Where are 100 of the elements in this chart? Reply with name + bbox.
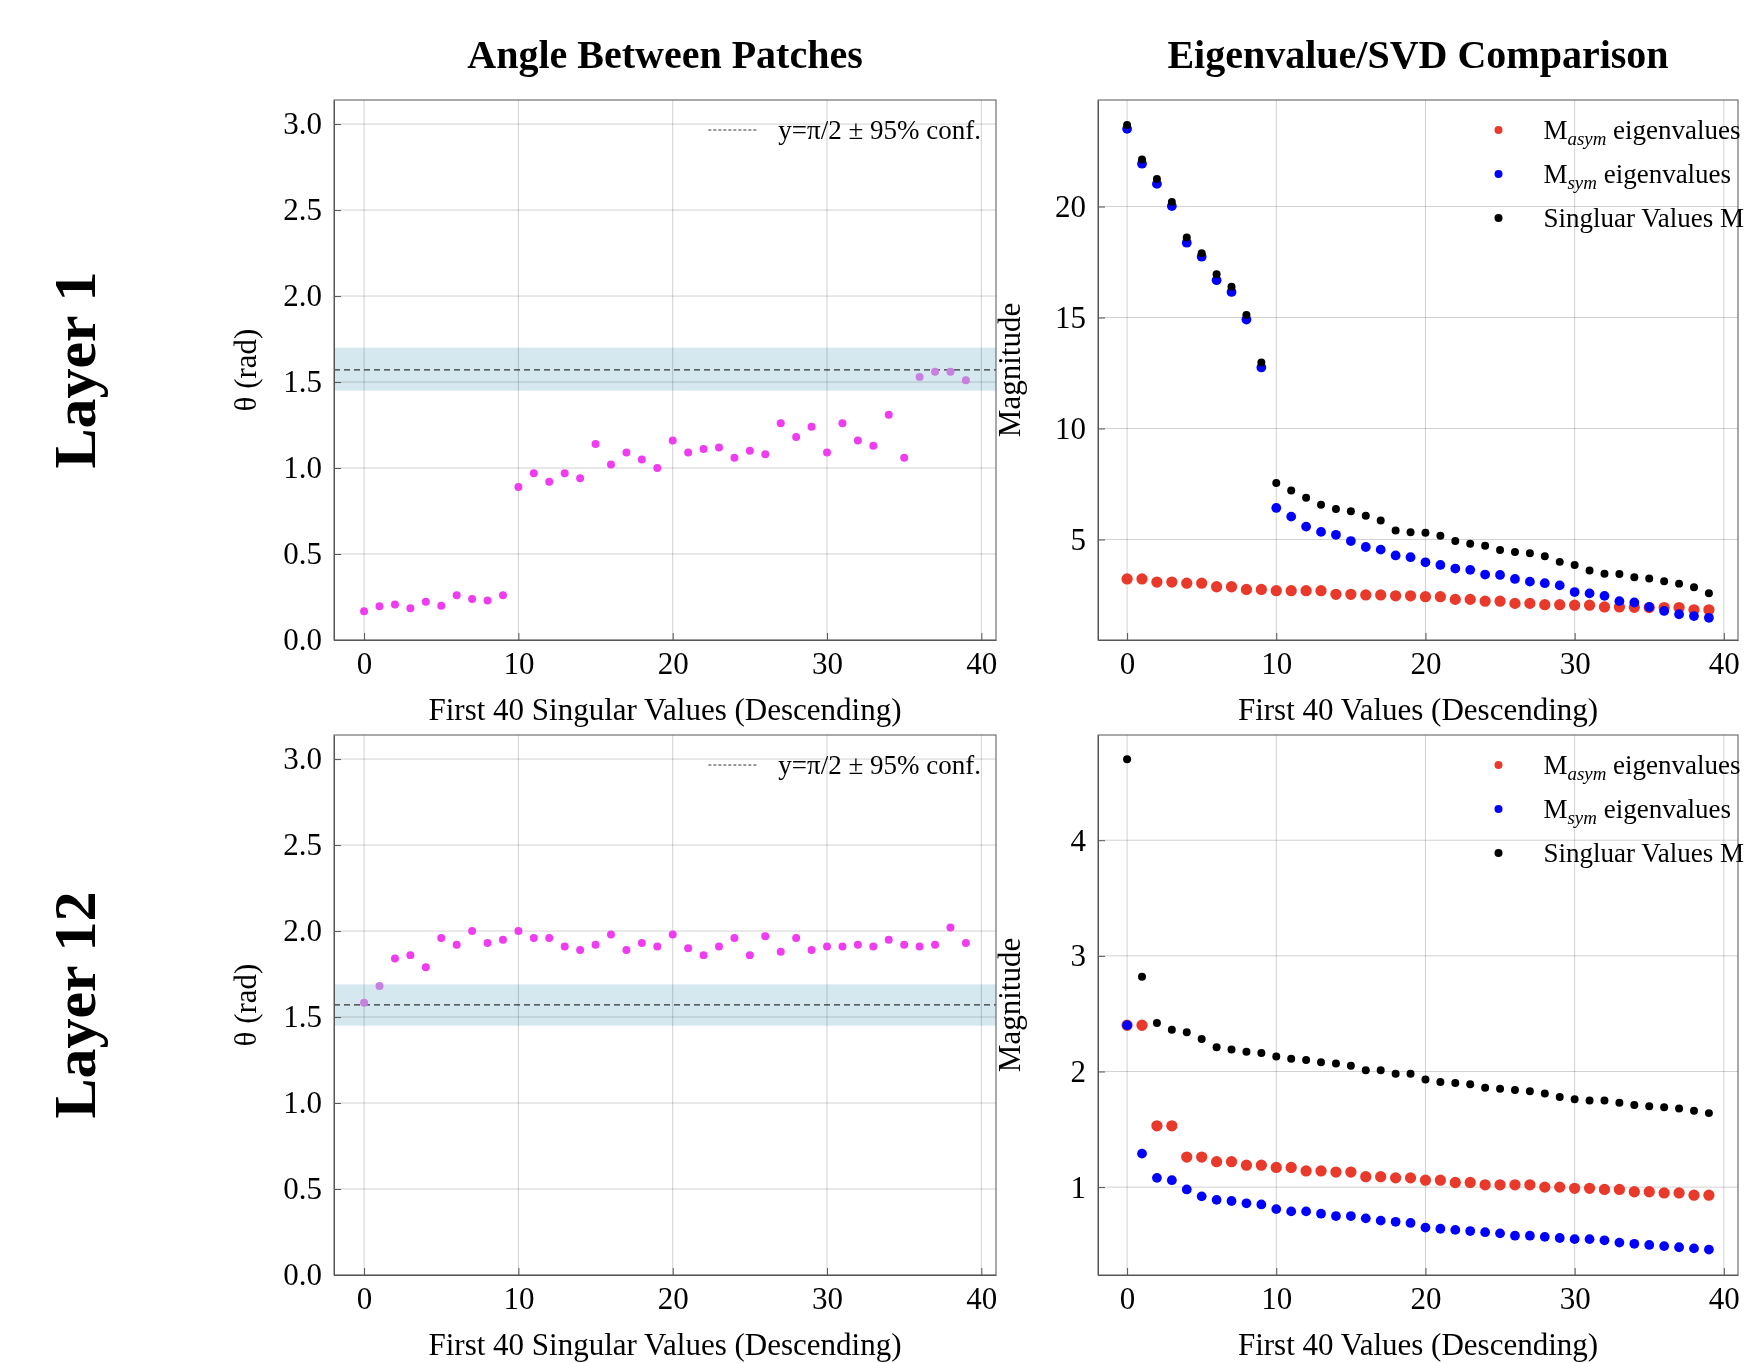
point xyxy=(1330,588,1342,600)
point xyxy=(1658,1187,1670,1199)
point xyxy=(1540,1089,1549,1098)
y-tick-label: 1 xyxy=(1070,1169,1086,1205)
y-tick-label: 2 xyxy=(1070,1053,1086,1089)
point xyxy=(1421,1075,1430,1084)
legend-label: y=π/2 ± 95% conf. xyxy=(778,750,981,780)
point xyxy=(1136,1019,1148,1031)
point xyxy=(1465,564,1476,575)
x-axis-title: First 40 Singular Values (Descending) xyxy=(428,1327,902,1362)
point xyxy=(1225,581,1238,593)
y-tick-label: 4 xyxy=(1070,822,1087,858)
y-tick-label: 3.0 xyxy=(283,106,322,142)
point xyxy=(1167,1025,1176,1034)
point xyxy=(684,448,693,457)
point xyxy=(730,453,739,462)
x-tick-label: 20 xyxy=(1410,1281,1442,1317)
point xyxy=(1704,612,1714,623)
point xyxy=(1645,574,1654,583)
point xyxy=(1614,596,1625,607)
point xyxy=(1406,1069,1415,1078)
point xyxy=(1270,1161,1282,1174)
point xyxy=(1435,560,1446,570)
point xyxy=(684,944,693,953)
x-tick-label: 0 xyxy=(356,646,373,682)
point xyxy=(1494,595,1506,607)
legend-label: Singluar Values M xyxy=(1543,203,1744,233)
point xyxy=(668,930,677,939)
point xyxy=(961,939,970,948)
point xyxy=(483,939,492,948)
legend-label: M$_{sym}$ eigenvalues xyxy=(1543,794,1732,828)
point xyxy=(1389,590,1402,602)
point xyxy=(715,942,723,951)
point xyxy=(406,951,415,960)
point xyxy=(1436,1077,1445,1086)
point xyxy=(1614,1237,1625,1248)
point xyxy=(1300,1165,1312,1177)
point xyxy=(1360,1171,1372,1183)
point xyxy=(1675,579,1684,588)
point xyxy=(838,942,847,951)
x-tick-label: 30 xyxy=(1559,646,1591,682)
point xyxy=(1628,1186,1640,1198)
point xyxy=(360,607,369,616)
x-tick-label: 10 xyxy=(503,646,535,682)
point xyxy=(807,422,816,431)
point xyxy=(529,933,538,942)
point xyxy=(360,998,369,1007)
point xyxy=(1689,1243,1699,1254)
x-tick-label: 20 xyxy=(657,646,689,682)
point xyxy=(1286,511,1297,522)
point xyxy=(1569,587,1580,597)
point xyxy=(730,933,739,942)
point xyxy=(1166,1120,1178,1132)
point xyxy=(468,927,477,936)
point xyxy=(1495,1228,1505,1239)
point xyxy=(931,367,940,376)
point xyxy=(1316,1208,1326,1219)
point xyxy=(1242,311,1251,320)
point xyxy=(1645,1102,1654,1111)
point xyxy=(1466,539,1475,548)
x-tick-label: 40 xyxy=(1708,646,1740,682)
point xyxy=(1509,597,1521,610)
y-tick-label: 0.5 xyxy=(283,1171,322,1207)
point xyxy=(1421,528,1430,537)
point xyxy=(1554,1181,1566,1193)
y-tick-label: 3.0 xyxy=(283,741,322,777)
point xyxy=(1391,1069,1400,1078)
point xyxy=(1555,557,1564,566)
x-axis-title: First 40 Values (Descending) xyxy=(1237,692,1599,727)
point xyxy=(1539,1231,1550,1242)
point xyxy=(1331,1059,1340,1068)
point xyxy=(1674,1242,1684,1253)
point xyxy=(1569,1182,1581,1194)
text: Layer 12 xyxy=(42,891,108,1119)
point xyxy=(1196,1191,1207,1202)
point xyxy=(1481,541,1490,550)
x-tick-label: 40 xyxy=(966,1281,998,1317)
point xyxy=(1689,611,1699,621)
point xyxy=(653,464,662,473)
point xyxy=(838,419,847,428)
point xyxy=(792,433,801,442)
point xyxy=(529,469,538,478)
x-axis-title: First 40 Values (Descending) xyxy=(1237,1327,1599,1362)
point xyxy=(1615,1098,1624,1107)
point xyxy=(1331,529,1341,540)
point xyxy=(1599,590,1610,601)
point xyxy=(514,927,523,936)
point xyxy=(1419,591,1432,603)
point xyxy=(1345,1211,1356,1221)
point xyxy=(1434,1174,1447,1186)
point xyxy=(1630,573,1639,582)
point xyxy=(1540,552,1549,561)
point xyxy=(1302,493,1311,502)
y-tick-label: 1.0 xyxy=(283,1085,322,1121)
point xyxy=(1494,1179,1506,1191)
point xyxy=(1583,1182,1596,1194)
point xyxy=(452,591,461,600)
point xyxy=(1166,576,1178,588)
point xyxy=(1345,588,1357,600)
point xyxy=(1330,1166,1342,1178)
